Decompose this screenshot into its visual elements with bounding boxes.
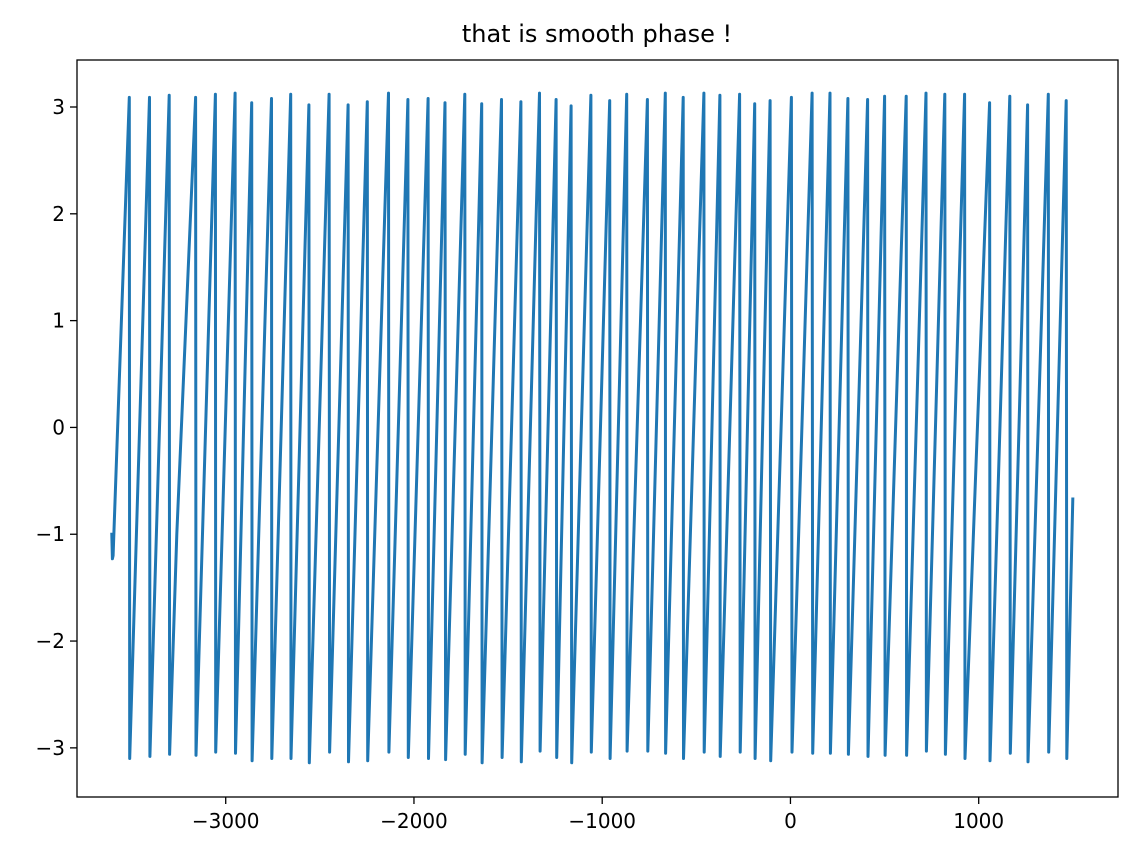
plot-area bbox=[110, 91, 1075, 765]
y-tick-label: 2 bbox=[52, 202, 65, 226]
x-tick-label: −3000 bbox=[192, 809, 260, 833]
x-tick-label: 0 bbox=[784, 809, 797, 833]
x-tick-label: −2000 bbox=[380, 809, 448, 833]
y-tick-label: 1 bbox=[52, 309, 65, 333]
y-tick-label: −1 bbox=[36, 522, 65, 546]
axes: −3000 −2000 −1000 0 1000 −3 −2 −1 0 1 2 3 bbox=[36, 59, 1119, 833]
x-tick-label: 1000 bbox=[953, 809, 1004, 833]
y-tick-label: 3 bbox=[52, 95, 65, 119]
x-tick-label: −1000 bbox=[568, 809, 636, 833]
y-tick-label: −3 bbox=[36, 736, 65, 760]
series-line-0 bbox=[110, 91, 1075, 765]
y-tick-label: −2 bbox=[36, 629, 65, 653]
axes-frame bbox=[76, 59, 1119, 798]
chart-title: that is smooth phase ! bbox=[462, 20, 732, 48]
y-tick-label: 0 bbox=[52, 415, 65, 439]
